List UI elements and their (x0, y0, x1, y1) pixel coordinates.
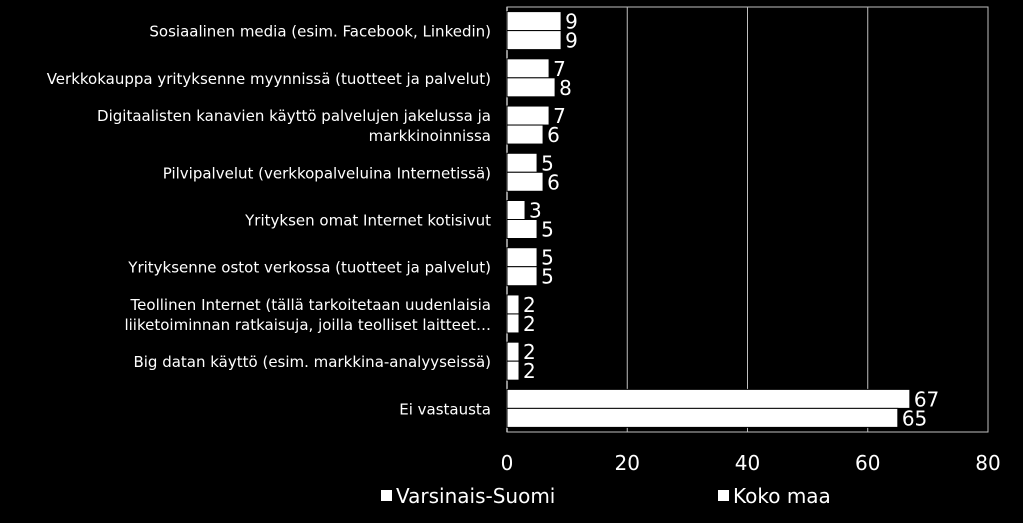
bar-varsinais-suomi (506, 11, 562, 32)
x-tick-label: 0 (501, 451, 514, 475)
data-label: 6 (547, 170, 560, 194)
bar-varsinais-suomi (506, 200, 526, 220)
bar-koko-maa (506, 30, 562, 51)
category-label: liiketoiminnan ratkaisuja, joilla teolli… (124, 316, 491, 334)
legend-swatch (718, 490, 729, 501)
x-tick-label: 60 (855, 451, 880, 475)
legend-label: Koko maa (733, 484, 831, 508)
category-label: Verkkokauppa yrityksenne myynnissä (tuot… (47, 70, 491, 88)
data-label: 9 (565, 29, 578, 53)
category-label: Digitaalisten kanavien käyttö palvelujen… (97, 107, 491, 125)
data-label: 65 (902, 406, 927, 430)
category-label: Ei vastausta (399, 400, 491, 418)
data-label: 3 (529, 199, 542, 223)
x-tick-label: 80 (975, 451, 1000, 475)
bar-varsinais-suomi (506, 152, 538, 173)
bar-koko-maa (506, 171, 544, 192)
bar-varsinais-suomi (506, 341, 520, 362)
x-tick-label: 40 (735, 451, 760, 475)
data-label: 2 (523, 340, 536, 364)
category-label: Yrityksenne ostot verkossa (tuotteet ja … (127, 259, 491, 277)
data-label: 5 (541, 246, 554, 270)
data-label: 9 (565, 10, 578, 34)
category-label: Big datan käyttö (esim. markkina-analyys… (133, 353, 491, 371)
bar-varsinais-suomi (506, 294, 520, 315)
legend-label: Varsinais-Suomi (396, 484, 555, 508)
data-label: 2 (523, 359, 536, 383)
data-label: 7 (553, 57, 566, 81)
data-label: 2 (523, 293, 536, 317)
bar-koko-maa (506, 313, 520, 334)
data-label: 2 (523, 312, 536, 336)
data-label: 67 (914, 387, 939, 411)
bar-koko-maa (506, 124, 544, 145)
data-label: 7 (553, 104, 566, 128)
category-label: Teollinen Internet (tällä tarkoitetaan u… (130, 296, 491, 314)
bar-koko-maa (506, 219, 538, 239)
category-label: markkinoinnissa (369, 127, 491, 145)
x-tick-label: 20 (615, 451, 640, 475)
data-label: 8 (559, 76, 572, 100)
data-label: 6 (547, 123, 560, 147)
data-label: 5 (541, 265, 554, 289)
bar-koko-maa (506, 360, 520, 381)
data-label: 5 (541, 151, 554, 175)
category-label: Pilvipalvelut (verkkopalveluina Internet… (163, 164, 491, 182)
bar-varsinais-suomi (506, 388, 911, 409)
category-label: Yrityksen omat Internet kotisivut (244, 212, 491, 230)
bar-koko-maa (506, 407, 899, 428)
bar-varsinais-suomi (506, 247, 538, 268)
bar-koko-maa (506, 77, 556, 98)
bar-varsinais-suomi (506, 58, 550, 79)
bar-varsinais-suomi (506, 105, 550, 126)
category-label: Sosiaalinen media (esim. Facebook, Linke… (149, 23, 491, 41)
legend-swatch (381, 490, 392, 501)
bar-koko-maa (506, 266, 538, 287)
data-label: 5 (541, 218, 554, 242)
